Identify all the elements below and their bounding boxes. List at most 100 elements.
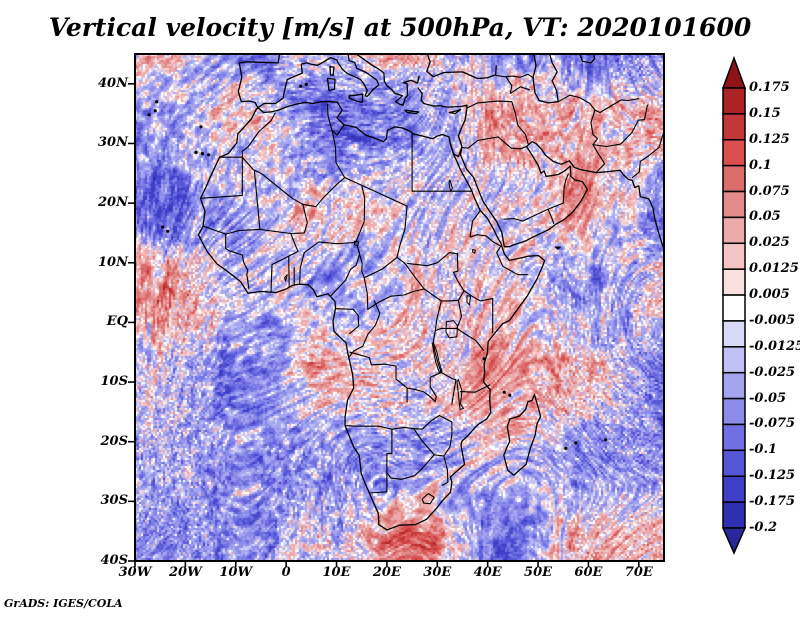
island-dot (502, 390, 506, 394)
colorbar-arrow-bottom (721, 527, 747, 555)
colorbar-label--0.0125: -0.0125 (749, 338, 800, 354)
country-border (469, 209, 482, 238)
colorbar-segment (722, 397, 746, 426)
colorbar-label-0.125: 0.125 (749, 131, 790, 147)
country-border (594, 98, 640, 114)
island-dot (155, 100, 159, 104)
colorbar-segment (722, 294, 746, 322)
country-border (203, 225, 261, 235)
country-border (440, 371, 457, 405)
coastline (503, 393, 542, 476)
country-border (413, 428, 435, 456)
x-tick-label-20W: 20W (169, 565, 202, 580)
y-tick-label-20N: 20N (98, 195, 128, 211)
country-border (495, 73, 535, 79)
colorbar-label-0.175: 0.175 (749, 80, 790, 95)
x-tick-label-10W: 10W (219, 565, 253, 580)
attribution: GrADS: IGES/COLA (4, 597, 123, 610)
x-tick-label-40E: 40E (473, 565, 502, 580)
x-tick-label-30E: 30E (423, 565, 452, 580)
colorbar-label-0.075: 0.075 (749, 183, 790, 199)
colorbar-segment (722, 475, 746, 503)
y-tick-label-EQ: EQ (106, 314, 128, 330)
coastline (355, 54, 420, 106)
colorbar-segment (722, 346, 746, 374)
plot-title: Vertical velocity [m/s] at 500hPa, VT: 2… (48, 13, 752, 42)
country-border (368, 428, 393, 494)
country-border (349, 351, 408, 403)
country-border (326, 103, 333, 131)
coastline (417, 87, 468, 137)
country-border (406, 371, 442, 403)
lake-outline (456, 379, 464, 410)
lake-outline (353, 240, 360, 246)
colorbar-segment (722, 268, 746, 296)
country-border (557, 94, 596, 111)
island-dot (199, 125, 203, 129)
country-border (459, 384, 491, 393)
colorbar-label-0.15: 0.15 (749, 105, 781, 121)
country-border (396, 256, 425, 290)
island-dot (304, 82, 308, 86)
country-border (456, 299, 463, 329)
colorbar-segment (722, 190, 746, 219)
country-border (228, 250, 249, 275)
country-border (331, 129, 346, 179)
country-border (253, 170, 261, 230)
country-border (396, 205, 408, 258)
y-tick-label-10N: 10N (98, 254, 128, 270)
coastline (326, 77, 336, 92)
lake-outline (472, 249, 477, 254)
country-border (505, 76, 531, 94)
country-border (457, 135, 463, 148)
island-dot (166, 229, 170, 233)
y-tick-label-10S: 10S (100, 374, 128, 390)
lake-outline (445, 320, 458, 339)
colorbar-label--0.075: -0.075 (749, 416, 796, 432)
colorbar-arrow-top (721, 55, 747, 89)
coastline (348, 93, 364, 103)
x-tick-label-50E: 50E (524, 565, 553, 580)
colorbar-segment (722, 139, 746, 167)
country-border (547, 208, 555, 224)
colorbar-label--0.025: -0.025 (749, 364, 796, 380)
island-dot (564, 446, 568, 450)
country-border (259, 203, 308, 235)
lake-outline (466, 295, 471, 306)
country-border (199, 156, 243, 199)
colorbar-label--0.005: -0.005 (749, 312, 796, 328)
colorbar-segment (722, 216, 746, 245)
colorbar-label-0.025: 0.025 (749, 235, 790, 251)
island-dot (161, 225, 165, 229)
country-border (288, 256, 290, 288)
y-tick-label-20S: 20S (100, 433, 128, 449)
country-border (497, 136, 528, 150)
country-border (303, 241, 357, 254)
country-border (270, 264, 273, 293)
colorbar-segment (722, 423, 746, 452)
island-dot (574, 441, 578, 445)
country-border (433, 454, 445, 457)
coastline (426, 54, 497, 80)
colorbar-label--0.125: -0.125 (749, 468, 796, 484)
country-border (441, 455, 449, 486)
country-border (219, 112, 276, 158)
country-border (438, 414, 453, 457)
x-tick-label-20E: 20E (372, 565, 401, 580)
country-border (452, 253, 465, 292)
y-tick-label-30S: 30S (100, 493, 128, 509)
country-border (432, 300, 442, 374)
colorbar-label--0.1: -0.1 (749, 442, 778, 458)
colorbar-label--0.2: -0.2 (749, 520, 778, 535)
country-border (330, 244, 361, 297)
x-tick-label-70E: 70E (624, 565, 653, 580)
colorbar-label-0.005: 0.005 (749, 287, 790, 303)
lake-outline (284, 274, 288, 282)
coastline (404, 109, 420, 115)
country-border (344, 425, 415, 430)
country-border (299, 252, 305, 285)
island-dot (604, 438, 608, 442)
colorbar-label-0.0125: 0.0125 (749, 261, 799, 277)
island-dot (299, 84, 303, 88)
colorbar-segment (722, 113, 746, 141)
